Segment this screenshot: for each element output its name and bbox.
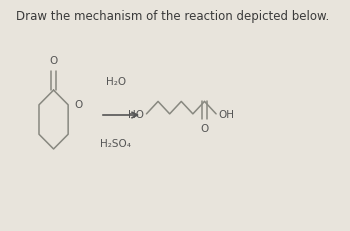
Text: O: O	[49, 56, 58, 66]
Text: H₂O: H₂O	[106, 76, 126, 86]
Text: Draw the mechanism of the reaction depicted below.: Draw the mechanism of the reaction depic…	[16, 9, 329, 22]
Text: O: O	[200, 123, 209, 133]
Text: O: O	[75, 99, 83, 109]
Text: OH: OH	[218, 109, 235, 119]
Text: H₂SO₄: H₂SO₄	[100, 138, 132, 148]
Text: HO: HO	[128, 109, 144, 119]
